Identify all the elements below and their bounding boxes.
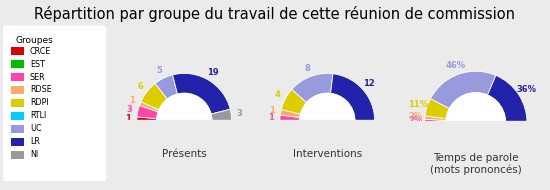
FancyBboxPatch shape xyxy=(11,138,24,146)
FancyBboxPatch shape xyxy=(11,99,24,107)
Circle shape xyxy=(157,93,212,148)
Text: NI: NI xyxy=(30,150,38,159)
Text: CRCE: CRCE xyxy=(30,47,51,56)
Text: 8: 8 xyxy=(305,64,310,73)
Text: 3: 3 xyxy=(126,105,133,114)
Text: Interventions: Interventions xyxy=(293,149,362,159)
Text: 5: 5 xyxy=(157,66,163,75)
Text: Groupes: Groupes xyxy=(15,36,53,45)
Text: EST: EST xyxy=(30,60,45,69)
Text: 12: 12 xyxy=(363,79,375,88)
Text: 4: 4 xyxy=(275,90,280,99)
Wedge shape xyxy=(139,102,159,112)
Text: 1: 1 xyxy=(268,113,274,122)
Wedge shape xyxy=(280,109,300,118)
Wedge shape xyxy=(292,74,333,103)
FancyBboxPatch shape xyxy=(11,73,24,81)
Text: Temps de parole
(mots prononcés): Temps de parole (mots prononcés) xyxy=(430,153,521,175)
Bar xyxy=(261,120,394,154)
FancyBboxPatch shape xyxy=(11,47,24,55)
Wedge shape xyxy=(155,75,178,99)
Wedge shape xyxy=(137,117,157,121)
Text: Présents: Présents xyxy=(162,149,207,159)
Bar xyxy=(404,121,547,158)
Text: 3: 3 xyxy=(237,109,243,118)
FancyBboxPatch shape xyxy=(11,151,24,158)
Text: RDPI: RDPI xyxy=(30,98,48,107)
Text: 36%: 36% xyxy=(516,85,536,94)
Wedge shape xyxy=(331,74,375,121)
Text: 46%: 46% xyxy=(446,61,466,70)
Text: 2%: 2% xyxy=(409,112,423,121)
Text: 19: 19 xyxy=(207,68,219,77)
Wedge shape xyxy=(425,119,446,123)
Text: 6: 6 xyxy=(137,82,143,91)
FancyBboxPatch shape xyxy=(2,25,107,182)
FancyBboxPatch shape xyxy=(11,86,24,94)
Wedge shape xyxy=(211,109,232,121)
Text: Répartition par groupe du travail de cette réunion de commission: Répartition par groupe du travail de cet… xyxy=(35,6,515,22)
FancyBboxPatch shape xyxy=(11,60,24,68)
Circle shape xyxy=(446,93,505,152)
FancyBboxPatch shape xyxy=(11,112,24,120)
Wedge shape xyxy=(431,71,496,109)
Text: UC: UC xyxy=(30,124,42,133)
Wedge shape xyxy=(281,89,307,114)
Text: 1: 1 xyxy=(270,106,275,115)
Text: LR: LR xyxy=(30,137,40,146)
Wedge shape xyxy=(173,74,230,114)
Wedge shape xyxy=(137,105,158,119)
Text: 1: 1 xyxy=(129,96,135,105)
Wedge shape xyxy=(425,99,449,119)
Text: RTLI: RTLI xyxy=(30,111,46,120)
Circle shape xyxy=(300,93,355,148)
Text: 1: 1 xyxy=(125,114,131,123)
Wedge shape xyxy=(280,115,300,121)
Text: 2%: 2% xyxy=(408,116,422,125)
Wedge shape xyxy=(425,116,446,120)
Bar xyxy=(118,120,251,154)
Text: RDSE: RDSE xyxy=(30,86,52,94)
Wedge shape xyxy=(487,75,527,123)
Text: SER: SER xyxy=(30,73,46,82)
FancyBboxPatch shape xyxy=(11,125,24,133)
Text: 11%: 11% xyxy=(408,100,428,109)
Wedge shape xyxy=(141,83,167,110)
